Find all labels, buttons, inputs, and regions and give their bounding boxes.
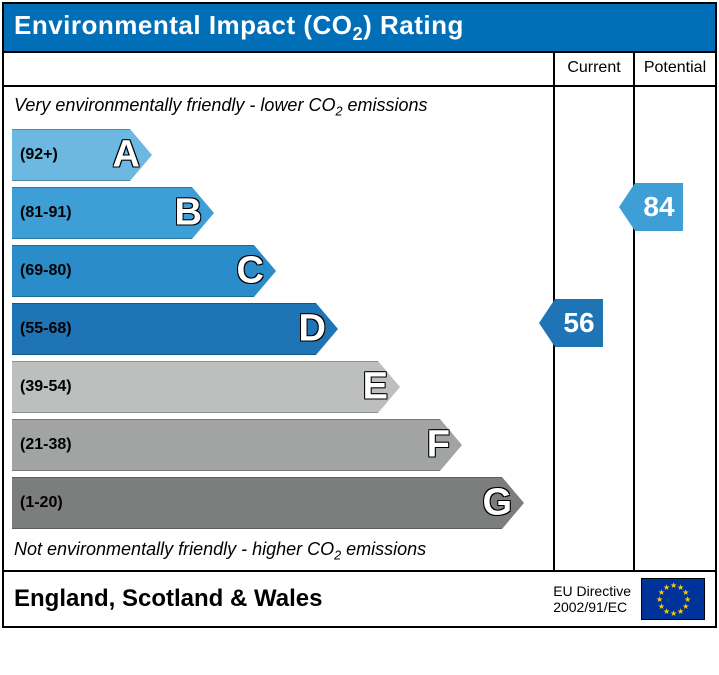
potential-marker-area: 84 [635,87,715,604]
band-bar-e: (39-54)E [12,361,400,413]
eu-star-icon: ★ [663,583,670,593]
top-note: Very environmentally friendly - lower CO… [12,91,545,123]
band-bar-d: (55-68)D [12,303,338,355]
band-row-e: (39-54)E [12,361,545,413]
band-range-label: (1-20) [12,477,502,529]
band-bar-g: (1-20)G [12,477,524,529]
current-marker-area: 56 [555,87,633,604]
band-row-b: (81-91)B [12,187,545,239]
eu-star-icon: ★ [670,609,677,619]
current-header: Current [555,53,633,87]
band-row-d: (55-68)D [12,303,545,355]
band-range-label: (55-68) [12,303,316,355]
band-letter: A [113,133,140,176]
band-bar-c: (69-80)C [12,245,276,297]
band-range-label: (81-91) [12,187,192,239]
band-letter: C [237,249,264,292]
band-letter: F [427,423,450,466]
band-letter: E [363,365,388,408]
potential-marker: 84 [619,183,683,231]
band-bar-a: (92+)A [12,129,152,181]
potential-column: Potential 84 [635,53,715,570]
bands-chart: (92+)A (81-91)B (69-80)C (55-68)D (39-54)E (2… [12,129,545,529]
current-marker: 56 [539,299,603,347]
band-row-g: (1-20)G [12,477,545,529]
epc-rating-card: Environmental Impact (CO2) Rating Very e… [2,2,717,628]
footer-region: England, Scotland & Wales [14,585,553,613]
bands-column: Very environmentally friendly - lower CO… [4,53,555,570]
band-letter: G [482,481,512,524]
eu-flag-icon: ★★★★★★★★★★★★ [641,578,705,620]
band-row-a: (92+)A [12,129,545,181]
band-row-f: (21-38)F [12,419,545,471]
marker-arrow-icon [539,299,555,347]
band-range-label: (69-80) [12,245,254,297]
bands-header-spacer [4,53,553,87]
band-range-label: (39-54) [12,361,378,413]
marker-value: 84 [635,183,683,231]
band-bar-f: (21-38)F [12,419,462,471]
potential-header: Potential [635,53,715,87]
band-letter: D [299,307,326,350]
current-column: Current 56 [555,53,635,570]
eu-star-icon: ★ [677,607,684,617]
card-title: Environmental Impact (CO2) Rating [4,4,715,51]
band-range-label: (21-38) [12,419,440,471]
marker-value: 56 [555,299,603,347]
bottom-note: Not environmentally friendly - higher CO… [12,535,545,567]
band-row-c: (69-80)C [12,245,545,297]
band-letter: B [175,191,202,234]
rating-grid: Very environmentally friendly - lower CO… [4,51,715,570]
marker-arrow-icon [619,183,635,231]
band-bar-b: (81-91)B [12,187,214,239]
